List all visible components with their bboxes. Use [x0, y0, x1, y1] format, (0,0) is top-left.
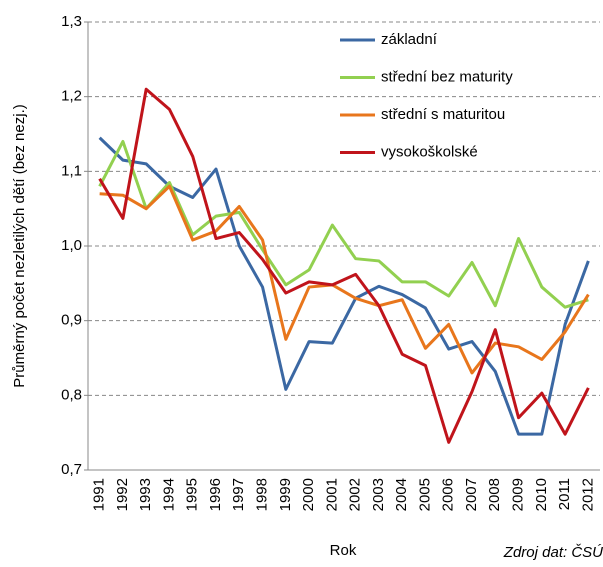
- x-tick-label: 1992: [114, 478, 131, 511]
- x-tick-label: 2004: [393, 478, 410, 511]
- x-tick-label: 2012: [579, 478, 596, 511]
- series-line: [99, 184, 590, 375]
- x-tick-label: 2002: [347, 478, 364, 511]
- series-line: [98, 87, 590, 444]
- x-tick-label: 1995: [184, 478, 201, 511]
- x-tick-label: 1998: [254, 478, 271, 511]
- x-tick-label: 1994: [160, 478, 177, 511]
- x-tick-label: 2001: [323, 478, 340, 511]
- y-tick-label: 1,1: [61, 162, 82, 179]
- legend-label: základní: [381, 31, 438, 48]
- y-tick-label: 1,0: [61, 237, 82, 254]
- x-tick-label: 2007: [463, 478, 480, 511]
- y-tick-label: 0,7: [61, 461, 82, 478]
- legend-label: střední s maturitou: [381, 106, 505, 123]
- x-tick-label: 2003: [370, 478, 387, 511]
- x-axis-label: Rok: [330, 542, 357, 559]
- x-tick-label: 2011: [556, 478, 573, 510]
- x-tick-label: 2008: [486, 478, 503, 511]
- x-tick-label: 2006: [440, 478, 457, 511]
- x-tick-label: 2005: [416, 478, 433, 511]
- x-tick-label: 1991: [91, 478, 108, 511]
- x-tick-label: 1997: [230, 478, 247, 511]
- x-tick-label: 2009: [510, 478, 527, 511]
- y-tick-label: 1,2: [61, 88, 82, 105]
- x-tick-label: 1996: [207, 478, 224, 511]
- x-tick-label: 2010: [533, 478, 550, 511]
- legend-label: střední bez maturity: [381, 68, 513, 85]
- x-tick-label: 1999: [277, 478, 294, 511]
- series-line: [98, 139, 589, 309]
- y-axis-label: Průměrný počet nezletilých dětí (bez nez…: [11, 104, 28, 387]
- x-tick-label: 2000: [300, 478, 317, 511]
- x-tick-label: 1993: [137, 478, 154, 511]
- series-line: [98, 136, 590, 436]
- y-tick-label: 0,8: [61, 386, 82, 403]
- legend-label: vysokoškolské: [381, 143, 478, 160]
- y-tick-label: 0,9: [61, 312, 82, 329]
- source: Zdroj dat: ČSÚ: [503, 544, 603, 561]
- y-tick-label: 1,3: [61, 13, 82, 30]
